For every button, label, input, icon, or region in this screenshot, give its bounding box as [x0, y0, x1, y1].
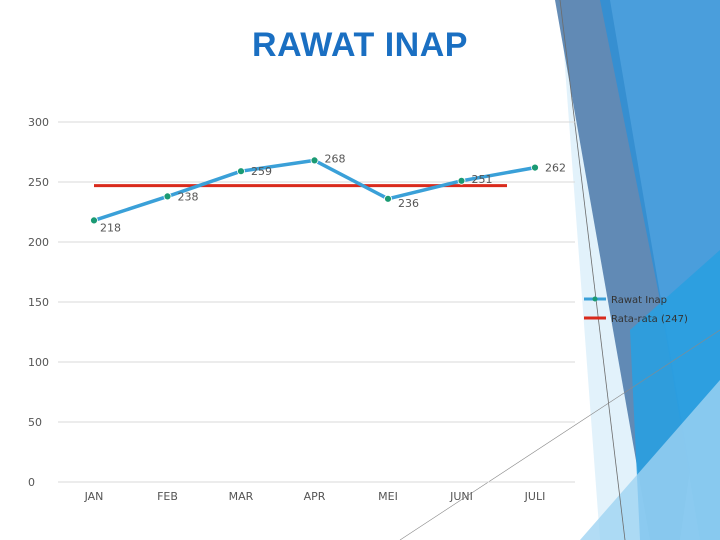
- data-point: [237, 167, 245, 176]
- x-tick-label: JAN: [84, 490, 104, 503]
- x-tick-label: APR: [304, 490, 326, 503]
- x-tick-label: FEB: [157, 490, 178, 503]
- data-label: 268: [325, 152, 346, 165]
- y-tick-label: 50: [28, 416, 42, 429]
- data-label: 236: [398, 197, 419, 210]
- data-point: [90, 216, 98, 225]
- legend-label-rawat-inap: Rawat Inap: [611, 295, 667, 306]
- y-tick-label: 300: [28, 116, 49, 129]
- y-tick-label: 250: [28, 176, 49, 189]
- data-point: [310, 156, 319, 165]
- data-label: 259: [251, 165, 272, 178]
- decor-thin-line-2: [399, 329, 720, 540]
- slide-title: RAWAT INAP: [252, 26, 468, 64]
- x-tick-label: MAR: [229, 490, 254, 503]
- y-tick-label: 150: [28, 296, 49, 309]
- data-point: [457, 176, 466, 185]
- x-tick-label: JULI: [524, 490, 546, 503]
- y-tick-label: 100: [28, 356, 49, 369]
- legend-label-average: Rata-rata (247): [611, 314, 688, 325]
- data-point: [384, 194, 392, 203]
- x-tick-label: JUNI: [449, 490, 473, 503]
- decor-light-triangle: [580, 380, 720, 540]
- legend-marker-rawat-inap: [592, 296, 598, 302]
- data-label: 262: [545, 162, 566, 175]
- data-label: 238: [178, 190, 199, 203]
- series-line-rawat-inap: [93, 158, 536, 223]
- y-tick-label: 0: [28, 476, 35, 489]
- data-label: 218: [100, 221, 121, 234]
- decor-thin-line: [559, 0, 626, 540]
- data-label: 251: [472, 173, 493, 186]
- x-tick-label: MEI: [378, 490, 398, 503]
- data-point: [531, 163, 539, 172]
- data-point: [163, 192, 172, 201]
- y-tick-label: 200: [28, 236, 49, 249]
